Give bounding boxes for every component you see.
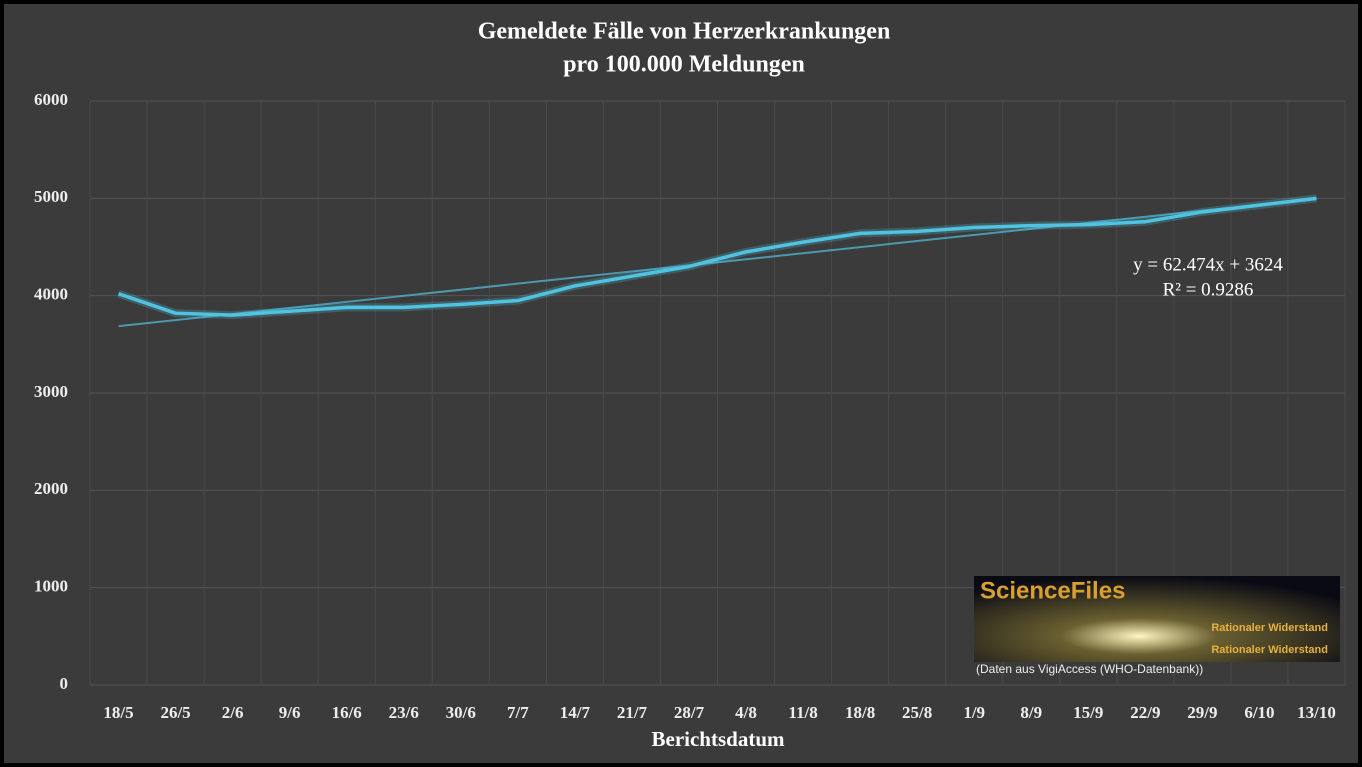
x-tick-label: 18/5 [103, 703, 133, 722]
x-tick-label: 15/9 [1073, 703, 1103, 722]
x-tick-label: 16/6 [332, 703, 362, 722]
x-tick-label: 26/5 [160, 703, 190, 722]
x-tick-label: 11/8 [788, 703, 817, 722]
trendline [118, 197, 1317, 328]
x-tick-label: 25/8 [902, 703, 932, 722]
watermark-image [974, 576, 1340, 662]
x-tick-label: 18/8 [845, 703, 875, 722]
x-tick-label: 1/9 [963, 703, 985, 722]
x-tick-label: 8/9 [1020, 703, 1042, 722]
y-tick-label: 2000 [34, 479, 68, 498]
x-axis-label: Berichtsdatum [652, 727, 786, 751]
x-tick-label: 14/7 [560, 703, 591, 722]
chart-title: pro 100.000 Meldungen [563, 52, 805, 78]
x-tick-label: 6/10 [1244, 703, 1274, 722]
x-tick-label: 13/10 [1297, 703, 1336, 722]
x-tick-label: 22/9 [1130, 703, 1160, 722]
y-tick-label: 1000 [34, 577, 68, 596]
x-tick-label: 29/9 [1187, 703, 1217, 722]
x-tick-label: 2/6 [222, 703, 244, 722]
trendline-label: y = 62.474x + 3624 [1133, 254, 1283, 275]
chart-title: Gemeldete Fälle von Herzerkrankungen [478, 19, 891, 45]
y-tick-label: 5000 [34, 187, 68, 206]
x-tick-label: 23/6 [389, 703, 419, 722]
y-tick-label: 3000 [34, 382, 68, 401]
x-tick-label: 30/6 [446, 703, 476, 722]
x-tick-label: 4/8 [735, 703, 757, 722]
watermark: ScienceFiles Rationaler Widerstand Ratio… [974, 576, 1340, 676]
x-tick-label: 9/6 [279, 703, 301, 722]
y-tick-label: 6000 [34, 90, 68, 109]
series-line [117, 196, 1317, 317]
trendline-label: R² = 0.9286 [1163, 279, 1254, 300]
watermark-brand: ScienceFiles [980, 577, 1125, 604]
y-tick-label: 0 [60, 674, 69, 693]
watermark-tagline: Rationaler Widerstand [1211, 622, 1328, 634]
watermark-source: (Daten aus VigiAccess (WHO-Datenbank)) [976, 662, 1203, 676]
y-tick-label: 4000 [34, 285, 68, 304]
watermark-tagline: Rationaler Widerstand [1211, 644, 1328, 656]
x-tick-label: 7/7 [507, 703, 529, 722]
x-tick-label: 21/7 [617, 703, 648, 722]
x-tick-label: 28/7 [674, 703, 705, 722]
